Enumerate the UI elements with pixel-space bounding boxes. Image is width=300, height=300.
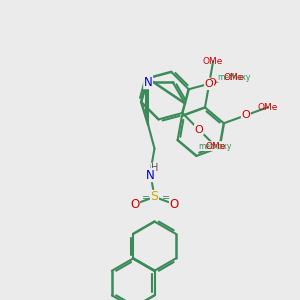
Text: O: O [242, 110, 250, 120]
Text: S: S [151, 190, 158, 203]
Text: OMe: OMe [203, 57, 223, 66]
Text: methoxy: methoxy [199, 142, 232, 151]
Text: O: O [207, 78, 216, 88]
Text: O: O [205, 80, 213, 89]
Text: N: N [146, 169, 154, 182]
Text: OMe: OMe [205, 142, 226, 151]
Text: =: = [142, 193, 151, 203]
Text: N: N [144, 76, 152, 88]
Text: OMe: OMe [224, 73, 244, 82]
Text: =: = [162, 193, 170, 203]
Text: O: O [169, 198, 179, 211]
Text: OMe: OMe [258, 103, 278, 112]
Text: O: O [130, 198, 140, 211]
Text: methoxy: methoxy [217, 73, 250, 82]
Text: O: O [194, 124, 203, 135]
Text: H: H [151, 163, 158, 173]
